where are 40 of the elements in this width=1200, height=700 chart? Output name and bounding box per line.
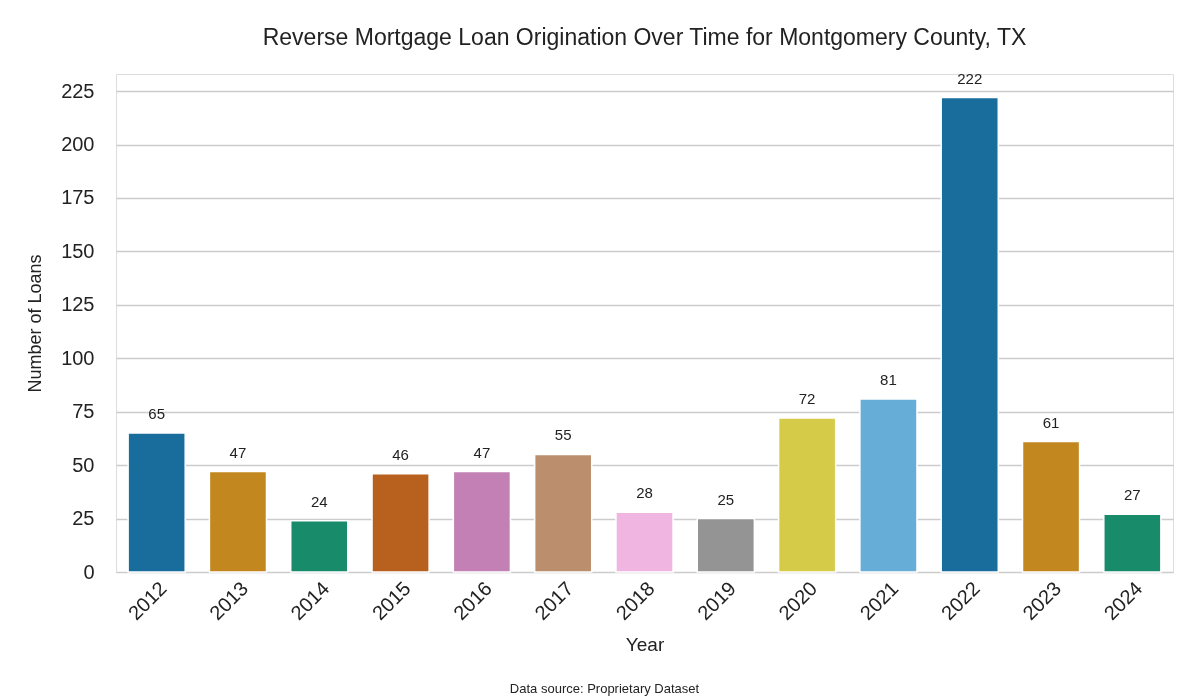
bar [208, 470, 268, 573]
bar [289, 519, 349, 573]
y-tick-label: 25 [72, 507, 95, 530]
y-tick-label: 75 [72, 400, 95, 423]
bar [452, 470, 512, 573]
y-tick-label: 125 [61, 293, 95, 316]
source-note: Data source: Proprietary Dataset [509, 681, 700, 696]
data-label: 47 [473, 443, 491, 461]
data-label: 81 [880, 370, 897, 388]
data-label: 27 [1124, 486, 1141, 504]
bar [1021, 440, 1081, 573]
bar [371, 472, 430, 573]
bar [696, 517, 756, 573]
y-tick-label: 200 [61, 133, 95, 156]
data-label: 25 [717, 490, 735, 508]
y-tick-label: 150 [61, 239, 95, 262]
y-tick-label: 0 [83, 560, 95, 583]
data-label: 65 [148, 405, 165, 423]
y-tick-label: 225 [61, 79, 95, 102]
y-tick-label: 100 [61, 346, 95, 369]
bar [859, 398, 918, 573]
data-label: 46 [392, 445, 409, 463]
bar [777, 417, 837, 573]
y-tick-label: 50 [72, 453, 95, 476]
data-label: 28 [636, 484, 653, 502]
data-label: 222 [957, 69, 983, 87]
y-tick-label: 175 [61, 186, 95, 209]
bar [615, 511, 674, 573]
chart-title: Reverse Mortgage Loan Origination Over Time for Montgomery County, TX [262, 23, 1027, 50]
data-label: 72 [798, 390, 816, 408]
y-axis-title: Number of Loans [25, 254, 46, 393]
bar [940, 96, 1000, 573]
bar [533, 453, 593, 573]
data-label: 55 [554, 426, 572, 444]
bar [1103, 513, 1162, 573]
data-label: 24 [310, 492, 328, 510]
x-axis-title: Year [625, 634, 665, 656]
data-label: 47 [229, 443, 247, 461]
data-label: 61 [1042, 413, 1060, 431]
bar [127, 432, 186, 573]
